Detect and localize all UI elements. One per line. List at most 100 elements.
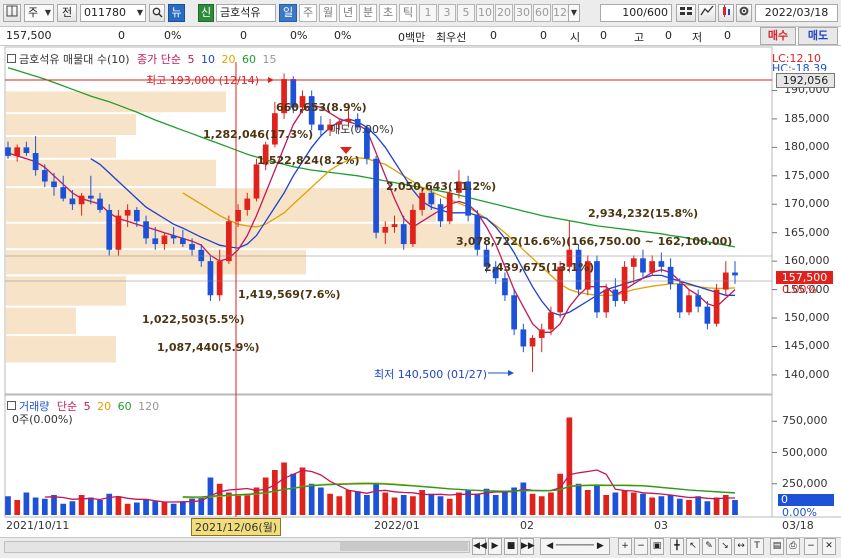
ma60-line xyxy=(7,67,736,248)
stock-chart[interactable] xyxy=(0,46,841,557)
close-button[interactable]: ✕ xyxy=(822,538,836,555)
stock-code-value: 011780 xyxy=(84,6,126,19)
stock-code-input[interactable]: 011780 ▼ xyxy=(80,4,146,22)
sell-button[interactable]: 매도 xyxy=(798,27,838,45)
candle-body xyxy=(60,187,67,199)
chart-menu-button[interactable] xyxy=(3,4,21,22)
x-label-jan: 2022/01 xyxy=(374,519,420,532)
chart-grid-icon xyxy=(6,5,18,17)
chevron-down-icon: ▼ xyxy=(136,8,143,17)
chart-overlays xyxy=(5,62,772,517)
volume-bar xyxy=(640,493,646,515)
candle-body xyxy=(649,261,656,273)
interval-tab-5[interactable]: 5 xyxy=(457,4,475,22)
legend-ma-5: 5 xyxy=(187,53,195,66)
period-tab-3[interactable]: 년 xyxy=(339,4,357,22)
zoom-fit-button[interactable]: ▣ xyxy=(650,538,664,555)
buy-button[interactable]: 매수 xyxy=(760,27,796,45)
legend-box-icon xyxy=(7,54,16,63)
price-axis-label: 180,000 xyxy=(784,140,830,154)
price-axis-label: 155,000 xyxy=(784,282,830,296)
date-input[interactable]: 2022/03/18 xyxy=(755,4,838,22)
volume-bar xyxy=(437,496,444,515)
minus-button[interactable]: − xyxy=(804,538,818,555)
volume-bar xyxy=(732,500,738,515)
prefix-button[interactable]: 전 xyxy=(57,4,77,22)
indicator-button[interactable] xyxy=(718,4,734,22)
volume-bar xyxy=(428,493,435,515)
period-tab-6[interactable]: 틱 xyxy=(399,4,417,22)
period-tab-4[interactable]: 분 xyxy=(359,4,377,22)
price-axis-label: 150,000 xyxy=(784,311,830,325)
volume-bar xyxy=(14,500,21,515)
interval-tab-1[interactable]: 1 xyxy=(419,4,437,22)
volume-bar xyxy=(51,495,57,515)
measure-button[interactable]: ↔ xyxy=(734,538,748,555)
interval-dropdown[interactable]: ▼ xyxy=(568,4,580,22)
volume-current-label: 0주(0.00%) xyxy=(12,413,73,426)
candle-body xyxy=(290,79,297,108)
cursor-button[interactable]: ↖ xyxy=(686,538,700,555)
interval-tab-3[interactable]: 3 xyxy=(438,4,456,22)
period-tab-2[interactable]: 월 xyxy=(319,4,337,22)
candle-body xyxy=(511,295,517,330)
volume-bar xyxy=(235,495,241,515)
volume-profile-label: 3,078,722(16.6%)(166,750.00 ~ 162,100.00… xyxy=(456,235,733,248)
zoom-in-button[interactable]: + xyxy=(618,538,632,555)
scrollbar-thumb[interactable] xyxy=(340,542,468,551)
candles xyxy=(5,73,738,373)
period-tab-0[interactable]: 일 xyxy=(279,4,297,22)
current-price: 157,500 xyxy=(6,29,52,42)
save-button[interactable]: ▤ xyxy=(770,538,784,555)
zoom-out-button[interactable]: − xyxy=(634,538,648,555)
line-price-label: 192,056 xyxy=(776,73,835,88)
candle-body xyxy=(483,249,490,267)
candle-body xyxy=(676,283,683,313)
volume-bar xyxy=(226,492,232,515)
volume-bar xyxy=(60,503,67,515)
settings-button[interactable] xyxy=(736,4,752,22)
high-label: 고 xyxy=(634,31,645,44)
stop-button[interactable]: ■ xyxy=(504,538,518,555)
play-back-button[interactable]: ▶ xyxy=(488,538,502,555)
text-button[interactable]: T xyxy=(750,538,764,555)
price-axis-label: 185,000 xyxy=(784,111,830,125)
credit-badge[interactable]: 신 xyxy=(198,4,214,22)
interval-tab-60[interactable]: 60 xyxy=(533,4,551,22)
volume-bar xyxy=(529,493,536,515)
volume-bar xyxy=(483,488,490,515)
crosshair-button[interactable]: ╋ xyxy=(670,538,684,555)
interval-tab-30[interactable]: 30 xyxy=(514,4,532,22)
period-tab-5[interactable]: 초 xyxy=(379,4,397,22)
interval-tab-10[interactable]: 10 xyxy=(476,4,494,22)
candle-icon xyxy=(723,5,730,17)
forward-button[interactable]: ▶▶ xyxy=(520,538,535,555)
period-type-select[interactable]: 주 ▼ xyxy=(24,4,54,22)
data-count-input[interactable]: 100/600 xyxy=(600,4,672,22)
print-button[interactable]: ⎙ xyxy=(786,538,800,555)
candle-body xyxy=(23,147,30,154)
new-badge[interactable]: 뉴 xyxy=(168,4,185,22)
candle-body xyxy=(69,198,76,205)
settings-tools-button[interactable] xyxy=(676,4,696,22)
zoom-slider[interactable]: ◀ ─────── ▶ xyxy=(540,538,610,555)
best-price-2: 0 xyxy=(540,29,547,42)
arrow-button[interactable]: ↘ xyxy=(718,538,732,555)
price-axis-label: 145,000 xyxy=(784,339,830,353)
volume-bar xyxy=(253,487,260,515)
rewind-button[interactable]: ◀◀ xyxy=(472,538,487,555)
search-button[interactable] xyxy=(149,4,165,22)
line-tool-button[interactable] xyxy=(698,4,716,22)
volume-bar xyxy=(115,496,122,515)
volume-bar xyxy=(179,501,186,515)
volume-ma60-path xyxy=(182,483,736,498)
quote-info-bar: 157,500 0 0% 0 0% 0% 0백만 최우선 0 0 시 0 고 0… xyxy=(0,27,841,46)
candle-body xyxy=(566,249,573,267)
period-type-value: 주 xyxy=(28,6,39,19)
period-tab-1[interactable]: 주 xyxy=(299,4,317,22)
volume-bar xyxy=(290,473,297,515)
interval-tab-20[interactable]: 20 xyxy=(495,4,513,22)
high-arrow-head xyxy=(268,77,274,83)
draw-button[interactable]: ✎ xyxy=(702,538,716,555)
